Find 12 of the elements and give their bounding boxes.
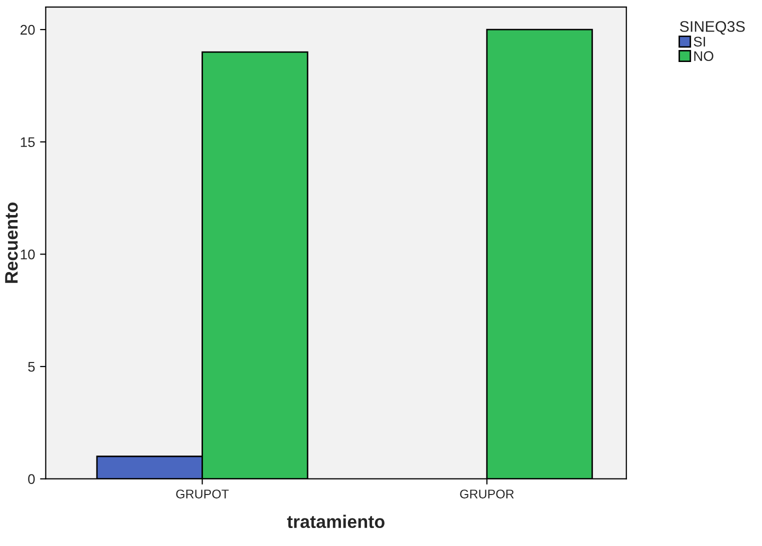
y-tick-label: 5: [28, 362, 35, 372]
legend-title: SINEQ3S: [680, 21, 745, 35]
y-tick-label: 0: [28, 474, 35, 484]
y-tick-label: 20: [20, 24, 35, 35]
x-tick-label: GRUPOR: [460, 490, 514, 498]
x-tick-label: GRUPOT: [176, 490, 229, 498]
x-axis-title: tratamiento: [287, 514, 384, 528]
y-axis-title: Recuento: [5, 202, 18, 283]
y-tick-label: 10: [20, 250, 35, 260]
legend-label: NO: [694, 51, 714, 62]
y-tick-label: 15: [20, 137, 35, 148]
legend-label: SI: [694, 36, 705, 47]
